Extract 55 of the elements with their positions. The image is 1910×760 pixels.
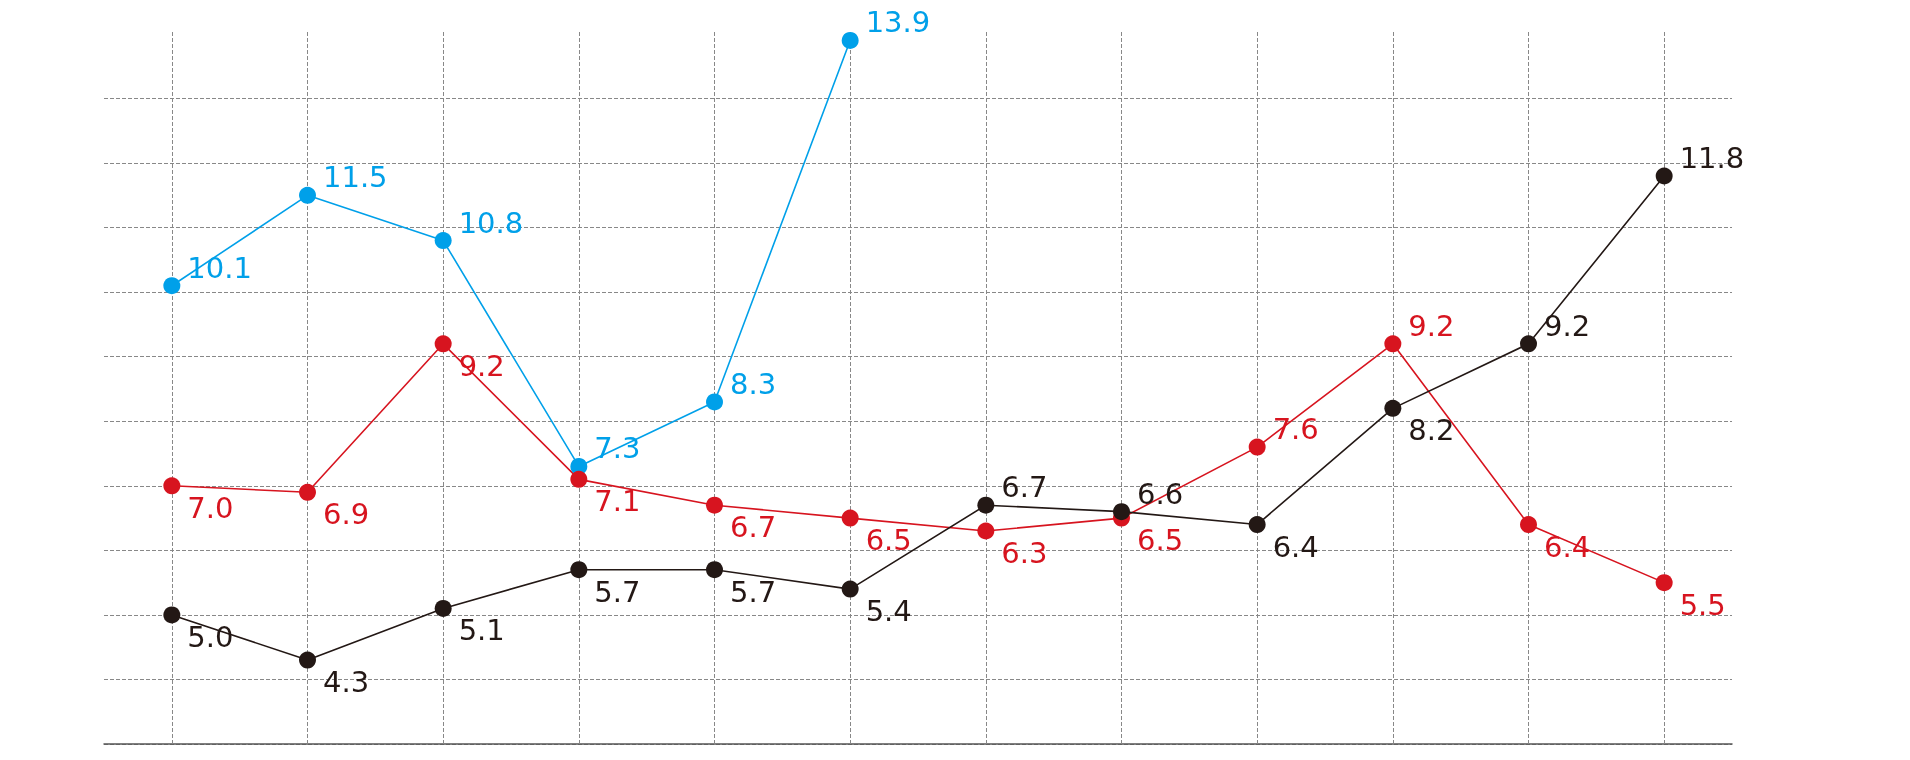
data-label: 5.1 [458,613,505,648]
data-label: 6.4 [1544,529,1591,564]
point [163,606,181,624]
point [1384,335,1402,353]
data-label: 11.8 [1679,141,1745,175]
point [1113,503,1130,521]
point [706,496,723,514]
data-label: 6.4 [1272,529,1319,564]
point [1248,516,1266,534]
data-label: 9.2 [1544,308,1591,343]
data-label: 5.7 [594,574,641,609]
data-label: 7.6 [1272,412,1319,447]
data-label: 5.7 [730,574,777,609]
data-label: 7.0 [187,490,234,525]
data-label: 8.2 [1408,413,1455,448]
point [299,651,316,669]
point [1520,335,1537,353]
data-label: 13.9 [865,5,931,40]
data-label: 10.1 [187,250,252,285]
data-label: 8.3 [730,366,777,401]
point [570,470,588,488]
point [977,522,995,540]
data-label: 6.5 [865,523,912,558]
data-label: 6.7 [1001,470,1048,505]
point [1655,574,1673,592]
point [570,561,588,579]
point [163,477,181,495]
data-label: 11.5 [323,160,388,195]
point [1520,516,1537,534]
data-label: 6.3 [1001,536,1048,570]
point [434,232,452,250]
data-label: 7.1 [594,484,641,519]
data-label: 4.3 [323,665,370,700]
point [1655,167,1673,185]
point [841,31,859,49]
point [1248,438,1266,456]
point [1384,399,1402,417]
data-label: 5.0 [187,619,234,654]
point [706,393,723,411]
point [299,186,316,204]
point [841,580,859,598]
point [163,277,181,295]
data-label: 5.5 [1679,587,1726,622]
data-label: 6.5 [1137,523,1184,558]
data-label: 6.7 [730,510,777,545]
data-label: 6.9 [323,497,370,532]
point [706,561,723,579]
point [434,335,452,353]
point [977,496,995,514]
data-label: 5.4 [865,594,912,629]
point [299,483,316,501]
point [434,599,452,617]
point [841,509,859,527]
data-label: 9.2 [1408,308,1455,343]
data-label: 10.8 [458,205,524,240]
